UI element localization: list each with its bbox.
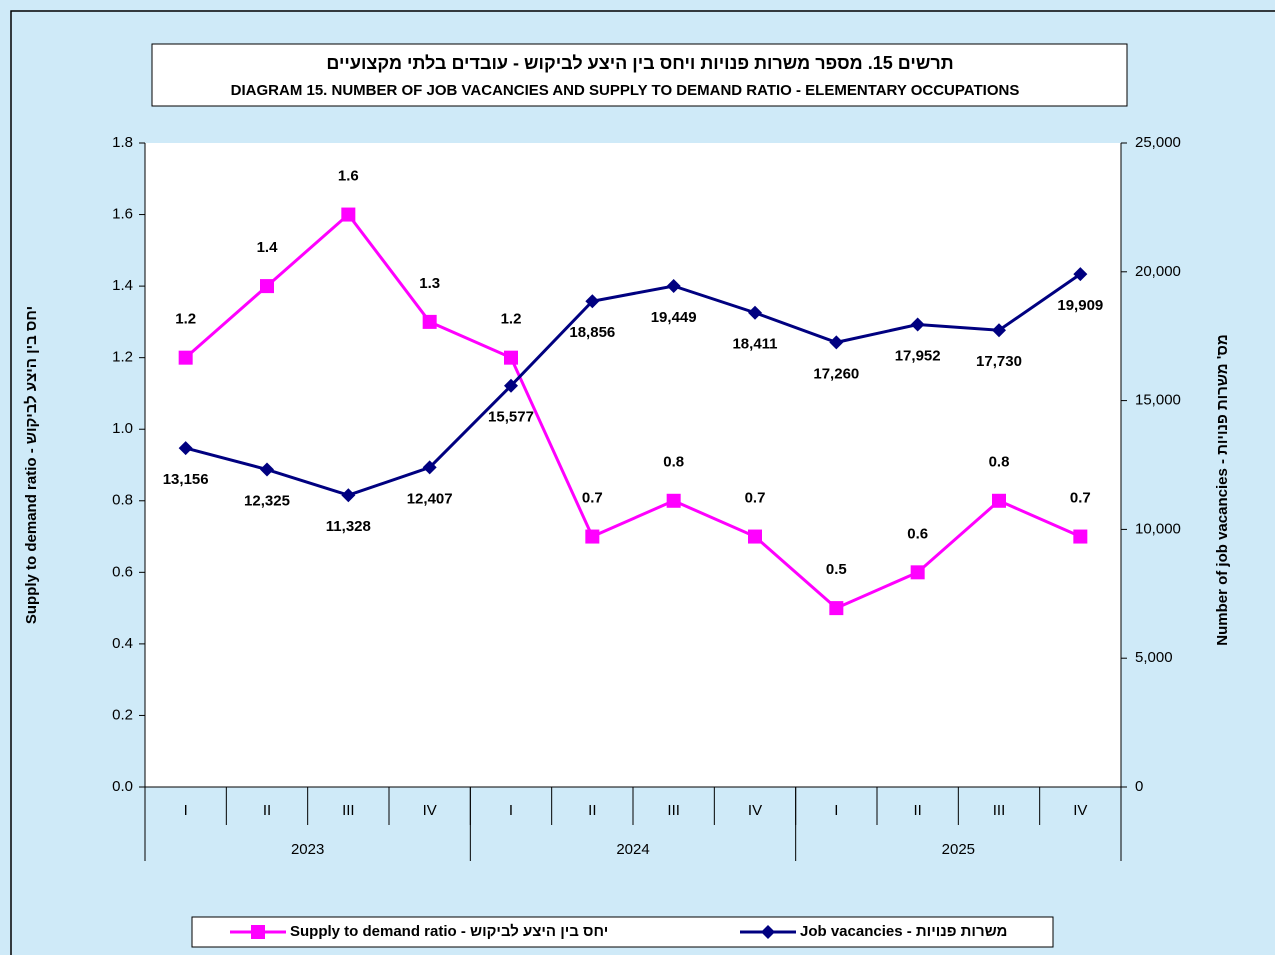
data-label: 0.6 bbox=[907, 525, 928, 542]
point bbox=[260, 279, 274, 294]
y-tick-label: 0.6 bbox=[112, 563, 133, 580]
x-tick-label: II bbox=[588, 802, 596, 819]
point bbox=[748, 305, 762, 320]
y-tick-label: 1.0 bbox=[112, 420, 133, 437]
legend-marker bbox=[761, 925, 775, 939]
plot-area bbox=[145, 143, 1121, 787]
data-label: 0.7 bbox=[582, 490, 603, 507]
point bbox=[178, 441, 193, 456]
x-tick-label: IV bbox=[1073, 802, 1087, 819]
data-label: 0.8 bbox=[663, 454, 684, 471]
data-label: 17,260 bbox=[813, 365, 859, 382]
group-label: 2023 bbox=[291, 841, 324, 858]
data-label: 12,325 bbox=[244, 492, 290, 509]
x-tick-label: IV bbox=[748, 802, 762, 819]
point bbox=[504, 378, 518, 393]
y-tick-label: 0.0 bbox=[112, 778, 133, 795]
y-tick-label: 1.4 bbox=[112, 277, 133, 294]
point bbox=[422, 460, 437, 475]
y-axis-label: Supply to demand ratio - יחס בין היצע לב… bbox=[23, 306, 40, 624]
data-label: 1.6 bbox=[338, 168, 359, 185]
point bbox=[992, 493, 1006, 508]
point bbox=[829, 335, 844, 350]
x-tick-label: IV bbox=[423, 802, 437, 819]
data-label: 17,952 bbox=[895, 348, 941, 365]
series-line bbox=[184, 212, 1081, 610]
y-tick-label: 0.2 bbox=[112, 706, 133, 723]
point bbox=[585, 529, 600, 544]
legend-marker bbox=[251, 925, 265, 939]
data-label: 1.2 bbox=[175, 311, 196, 328]
x-tick-label: I bbox=[184, 802, 188, 819]
x-tick-label: III bbox=[342, 802, 355, 819]
x-tick-label: II bbox=[263, 802, 271, 819]
point bbox=[1073, 267, 1088, 282]
y2-tick-label: 10,000 bbox=[1135, 520, 1181, 537]
series-line bbox=[185, 272, 1082, 497]
x-tick-label: I bbox=[834, 802, 838, 819]
point bbox=[910, 565, 925, 580]
x-tick-label: II bbox=[913, 802, 921, 819]
data-label: 1.2 bbox=[501, 311, 522, 328]
point bbox=[585, 294, 600, 309]
group-label: 2025 bbox=[942, 841, 975, 858]
data-label: 19,909 bbox=[1057, 297, 1103, 314]
data-label: 12,407 bbox=[407, 490, 453, 507]
y2-axis-label: Number of job vacancies - מס' משרות פנוי… bbox=[1214, 334, 1231, 646]
x-tick-label: III bbox=[667, 802, 680, 819]
point bbox=[829, 601, 844, 616]
point bbox=[504, 350, 518, 365]
legend-label: Job vacancies - משרות פנויות bbox=[800, 923, 1007, 940]
y-tick-label: 0.4 bbox=[112, 635, 133, 652]
group-label: 2024 bbox=[616, 841, 649, 858]
data-label: 18,856 bbox=[569, 324, 615, 341]
legend-label: Supply to demand ratio - יחס בין היצע לב… bbox=[290, 923, 608, 940]
point bbox=[260, 462, 274, 477]
chart-subtitle: DIAGRAM 15. NUMBER OF JOB VACANCIES AND … bbox=[231, 82, 1020, 99]
point bbox=[1073, 529, 1088, 544]
point bbox=[341, 207, 356, 222]
chart-title: תרשים 15. מספר משרות פנויות ויחס בין היצ… bbox=[326, 53, 953, 73]
data-label: 0.8 bbox=[989, 454, 1010, 471]
data-label: 15,577 bbox=[488, 409, 534, 426]
y-tick-label: 1.8 bbox=[112, 134, 133, 151]
data-label: 11,328 bbox=[326, 518, 371, 535]
y2-tick-label: 25,000 bbox=[1135, 134, 1181, 151]
frame bbox=[10, 10, 1275, 955]
legend-box bbox=[191, 916, 1054, 948]
x-tick-label: III bbox=[993, 802, 1006, 819]
point bbox=[910, 317, 925, 332]
point bbox=[748, 529, 762, 544]
y-tick-label: 1.6 bbox=[112, 206, 133, 223]
y2-tick-label: 5,000 bbox=[1135, 649, 1173, 666]
title-box bbox=[151, 43, 1128, 107]
data-label: 0.7 bbox=[745, 490, 766, 507]
y-tick-label: 0.8 bbox=[112, 492, 133, 509]
data-label: 1.3 bbox=[419, 275, 440, 292]
data-label: 0.7 bbox=[1070, 490, 1091, 507]
y-tick-label: 1.2 bbox=[112, 349, 133, 366]
data-label: 1.4 bbox=[257, 239, 279, 256]
point bbox=[666, 493, 681, 508]
y2-tick-label: 0 bbox=[1135, 778, 1143, 795]
point bbox=[422, 314, 437, 329]
point bbox=[992, 323, 1006, 338]
y2-tick-label: 15,000 bbox=[1135, 392, 1181, 409]
data-label: 18,411 bbox=[732, 336, 777, 353]
point bbox=[666, 278, 681, 293]
y2-tick-label: 20,000 bbox=[1135, 263, 1181, 280]
data-label: 13,156 bbox=[163, 471, 209, 488]
data-label: 17,730 bbox=[976, 353, 1022, 370]
x-tick-label: I bbox=[509, 802, 513, 819]
point bbox=[341, 488, 356, 503]
data-label: 19,449 bbox=[651, 309, 697, 326]
point bbox=[178, 350, 193, 365]
data-label: 0.5 bbox=[826, 561, 847, 578]
